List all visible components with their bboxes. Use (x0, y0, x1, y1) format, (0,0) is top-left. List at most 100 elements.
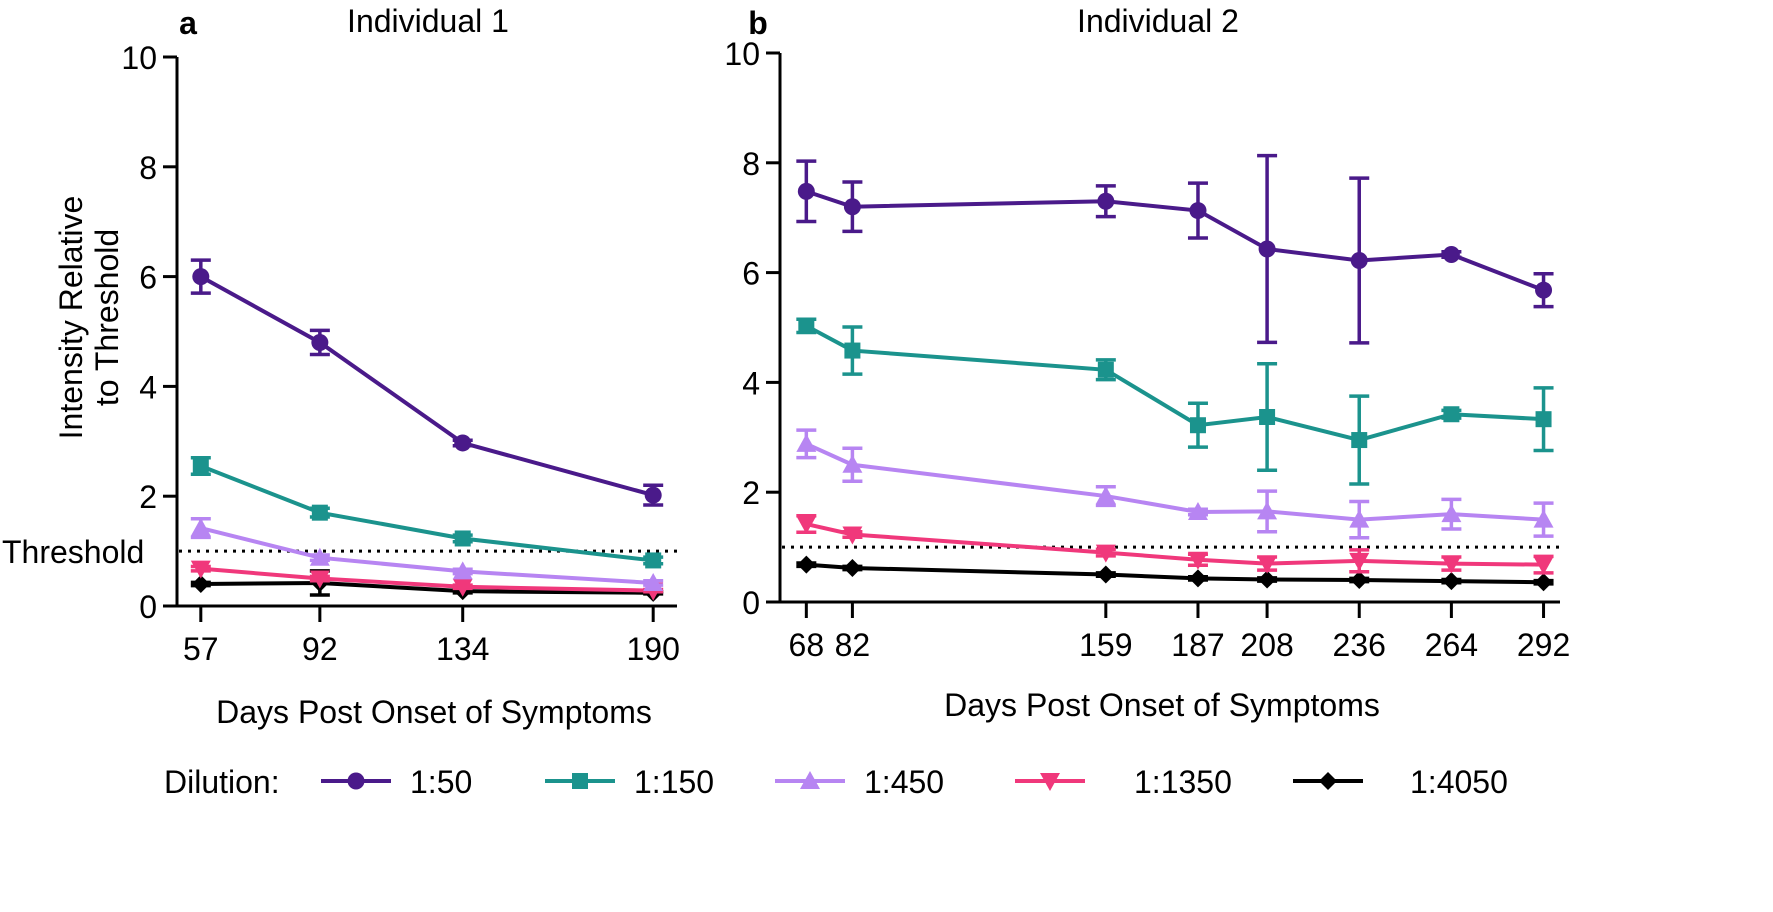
panel-b-x-tick-label: 236 (1333, 627, 1386, 663)
panel-a-data-point (311, 504, 328, 521)
legend-item-1-1350: 1:1350 (1015, 764, 1232, 800)
panel-b-data-point (1095, 486, 1116, 505)
panel-b-x-axis-label: Days Post Onset of Symptoms (944, 687, 1380, 723)
panel-b-data-point (1096, 565, 1115, 584)
panel-b-data-point (1097, 361, 1114, 378)
panel-b-series-line (806, 562, 1544, 585)
panel-a-data-point (192, 268, 210, 286)
panel-a-y-axis-label: Intensity Relativeto Threshold (53, 196, 125, 440)
legend-label: 1:4050 (1410, 764, 1508, 800)
panel-b-data-point (797, 555, 816, 574)
legend-swatch-marker (347, 772, 365, 790)
panel-b-y-tick-label: 10 (724, 36, 760, 72)
panel-b-data-point (796, 516, 817, 535)
legend-label: 1:150 (634, 764, 714, 800)
panel-a-y-tick-label: 2 (139, 479, 157, 515)
legend-item-1-50: 1:50 (321, 764, 472, 800)
panel-a-y-axis-label-line: Intensity Relative (53, 196, 89, 440)
panel-b-data-point (1535, 411, 1552, 428)
panel-a-x-axis-label: Days Post Onset of Symptoms (216, 694, 652, 730)
threshold-label: Threshold (2, 534, 144, 570)
panel-a-data-point (644, 486, 662, 504)
panel-a-data-point (452, 561, 473, 580)
panel-b-x-tick-label: 82 (835, 627, 871, 663)
panel-b-series-line (805, 324, 1544, 443)
panel-b-data-point (1187, 551, 1208, 570)
panel-a-y-tick-label: 10 (121, 40, 157, 76)
panel-a-panel-label: a (179, 5, 197, 41)
panel-b-series-1-450 (796, 428, 1554, 540)
panel-b-data-point (1442, 572, 1461, 591)
panel-a-series-line (200, 580, 654, 595)
panel-b-y-tick-label: 4 (742, 365, 760, 401)
panel-b-data-point (844, 342, 861, 359)
legend-title: Dilution: (164, 764, 280, 800)
panel-a-data-point (643, 572, 664, 591)
panel-b-series-line (805, 189, 1545, 293)
panel-a-x-tick-label: 57 (183, 631, 219, 667)
panel-b-data-point (1349, 509, 1370, 528)
panel-b-y-tick-label: 2 (742, 475, 760, 511)
legend-swatch-marker (1319, 772, 1337, 790)
panel-a-data-point (311, 333, 329, 351)
panel-a-data-point (190, 560, 211, 579)
legend-item-1-450: 1:450 (775, 764, 944, 800)
panel-b-x-tick-label: 68 (789, 627, 825, 663)
panel-b-data-point (1441, 504, 1462, 523)
panel-a-data-point (645, 552, 662, 569)
panel-a-data-point (454, 530, 471, 547)
legend-label: 1:50 (410, 764, 472, 800)
panel-a-series-line (200, 566, 654, 593)
panel-b-data-point (1097, 192, 1115, 210)
panel-b-data-point (1259, 408, 1276, 425)
panel-b-data-point (1534, 573, 1553, 592)
panel-b-data-point (842, 454, 863, 473)
panel-b-series-1-50 (796, 153, 1554, 345)
panel-b-data-point (1095, 544, 1116, 563)
panel-b-y-tick-label: 8 (742, 146, 760, 182)
panel-a-y-tick-label: 6 (139, 260, 157, 296)
panel-b-data-point (843, 558, 862, 577)
panel-b-data-point (798, 317, 815, 334)
panel-b-data-point (1258, 570, 1277, 589)
panel-a-series-1-150 (190, 456, 664, 569)
panel-b-data-point (796, 433, 817, 452)
legend-label: 1:450 (864, 764, 944, 800)
panel-a-data-point (192, 458, 209, 475)
panel-a-x-tick-label: 92 (302, 631, 338, 667)
panel-b-data-point (1349, 552, 1370, 571)
panel-b-data-point (1257, 501, 1278, 520)
panel-a-y-tick-label: 0 (139, 589, 157, 625)
panel-b-data-point (1441, 555, 1462, 574)
panel-a: a Individual 1 0 2 4 6 8 10 57 92 134 190 Days Post … (2, 3, 680, 730)
panel-a-x-tick-label: 190 (626, 631, 679, 667)
panel-b-y-tick-label: 0 (742, 585, 760, 621)
panel-b-data-point (1350, 252, 1368, 270)
panel-a-series-line (199, 274, 654, 498)
legend-item-1-4050: 1:4050 (1293, 764, 1508, 800)
panel-a-title: Individual 1 (347, 3, 509, 39)
panel-b-panel-label: b (748, 5, 768, 41)
panel-b-x-tick-label: 264 (1425, 627, 1478, 663)
panel-a-series-line (200, 526, 654, 585)
panel-a-series-1-1350 (190, 560, 664, 601)
panel-b-x-tick-label: 159 (1079, 627, 1132, 663)
legend-swatch-marker (1040, 773, 1060, 791)
panel-b-series-line (805, 442, 1544, 522)
panel-a-series-1-450 (190, 516, 664, 591)
panel-b-data-point (1533, 556, 1554, 575)
panel-b-title: Individual 2 (1077, 3, 1239, 39)
panel-a-series-line (200, 464, 654, 563)
panel-b-data-point (1533, 509, 1554, 528)
panel-b-data-point (1350, 571, 1369, 590)
panel-b-y-tick-label: 6 (742, 256, 760, 292)
panel-a-data-point (454, 434, 472, 452)
panel-b-data-point (1257, 555, 1278, 574)
panel-b-series-1-150 (796, 317, 1554, 486)
panel-b-data-point (843, 198, 861, 216)
legend-label: 1:1350 (1134, 764, 1232, 800)
panel-b-data-point (1351, 432, 1368, 449)
panel-b-data-point (1535, 281, 1553, 299)
